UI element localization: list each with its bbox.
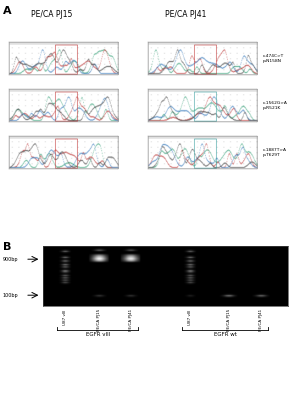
Text: PE/CA PJ41: PE/CA PJ41 <box>165 10 206 19</box>
Text: A: A <box>3 6 12 16</box>
Text: c.474C>T
p.N158N: c.474C>T p.N158N <box>263 54 284 63</box>
Text: EGFR wt: EGFR wt <box>214 332 237 337</box>
Text: c.1562G>A
p.R521K: c.1562G>A p.R521K <box>263 100 287 110</box>
Text: PE/CA PJ41: PE/CA PJ41 <box>259 309 263 331</box>
Text: B: B <box>3 242 11 252</box>
Text: 900bp: 900bp <box>3 257 19 262</box>
Text: U87 vIII: U87 vIII <box>188 309 192 324</box>
Text: PE/CA PJ15: PE/CA PJ15 <box>227 309 231 332</box>
Text: EGFR vIII: EGFR vIII <box>86 332 110 337</box>
Text: PE/CA PJ15: PE/CA PJ15 <box>31 10 72 19</box>
Text: c.1887T>A
p.T629T: c.1887T>A p.T629T <box>263 148 286 157</box>
Text: PE/CA PJ15: PE/CA PJ15 <box>97 309 101 332</box>
Text: PE/CA PJ41: PE/CA PJ41 <box>129 309 133 331</box>
Text: 100bp: 100bp <box>3 293 19 298</box>
Text: U87 vIII: U87 vIII <box>63 309 67 324</box>
